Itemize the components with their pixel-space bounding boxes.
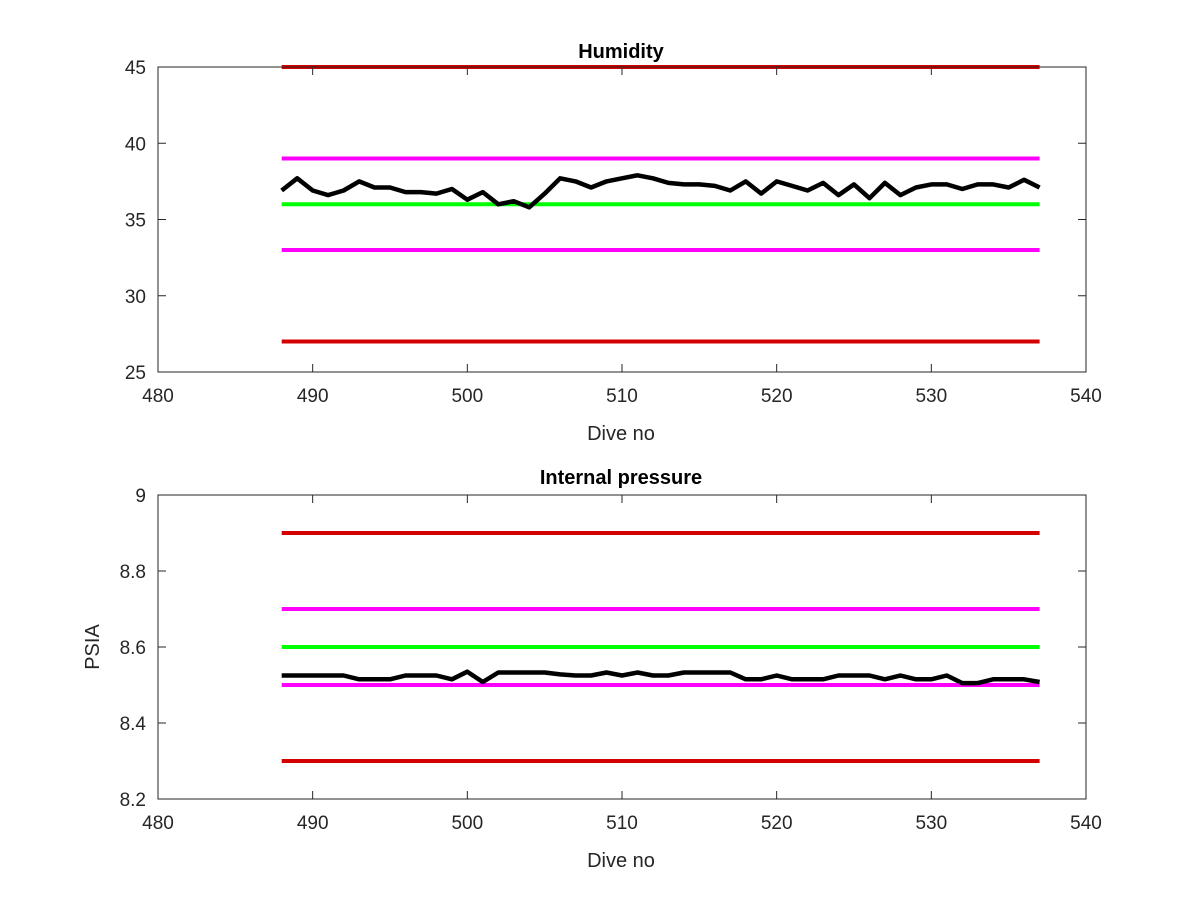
internal-pressure-y-tick-label: 8.4 — [120, 714, 147, 735]
humidity-x-tick-label: 530 — [915, 386, 947, 407]
internal-pressure-y-tick-label: 9 — [135, 486, 146, 507]
humidity-panel: Humidity 480 490 500 510 520 530 540 25 30 35 40 45… — [125, 41, 1102, 445]
humidity-y-tick-label: 25 — [125, 363, 146, 384]
humidity-x-tick-label: 490 — [297, 386, 329, 407]
internal-pressure-x-tick-label: 490 — [297, 813, 329, 834]
internal-pressure-y-tick-label: 8.6 — [120, 638, 146, 659]
internal-pressure-x-tick-label: 530 — [915, 813, 947, 834]
internal-pressure-x-tick-label: 510 — [606, 813, 638, 834]
internal-pressure-y-tick-label: 8.8 — [120, 562, 146, 583]
humidity-x-tick-label: 500 — [451, 386, 483, 407]
internal-pressure-ticks: 480 490 500 510 520 530 540 8.2 8.4 8.6 8.8 9 — [120, 486, 1102, 834]
humidity-x-axis-label: Dive no — [587, 423, 655, 445]
internal-pressure-measured-line-5 — [281, 669, 1040, 686]
humidity-y-tick-label: 30 — [125, 287, 146, 308]
humidity-x-tick-label: 520 — [761, 386, 793, 407]
internal-pressure-y-axis-label: PSIA — [82, 624, 104, 670]
internal-pressure-panel: Internal pressure 480 490 500 510 520 530 540 8… — [82, 467, 1102, 872]
internal-pressure-x-tick-label: 500 — [451, 813, 483, 834]
humidity-x-tick-label: 480 — [142, 386, 174, 407]
humidity-ticks: 480 490 500 510 520 530 540 25 30 35 40 45 — [125, 58, 1102, 407]
internal-pressure-x-tick-label: 540 — [1070, 813, 1102, 834]
internal-pressure-y-tick-label: 8.2 — [120, 790, 146, 811]
humidity-measured-line-5 — [280, 173, 1041, 210]
internal-pressure-title: Internal pressure — [540, 467, 702, 489]
internal-pressure-x-tick-label: 520 — [761, 813, 793, 834]
internal-pressure-x-tick-label: 480 — [142, 813, 174, 834]
humidity-title: Humidity — [578, 41, 664, 63]
humidity-y-tick-label: 40 — [125, 134, 146, 155]
humidity-x-tick-label: 540 — [1070, 386, 1102, 407]
humidity-y-tick-label: 45 — [125, 58, 146, 79]
internal-pressure-plot-area — [281, 531, 1040, 763]
humidity-x-tick-label: 510 — [606, 386, 638, 407]
humidity-y-tick-label: 35 — [125, 211, 146, 232]
internal-pressure-x-axis-label: Dive no — [587, 850, 655, 872]
